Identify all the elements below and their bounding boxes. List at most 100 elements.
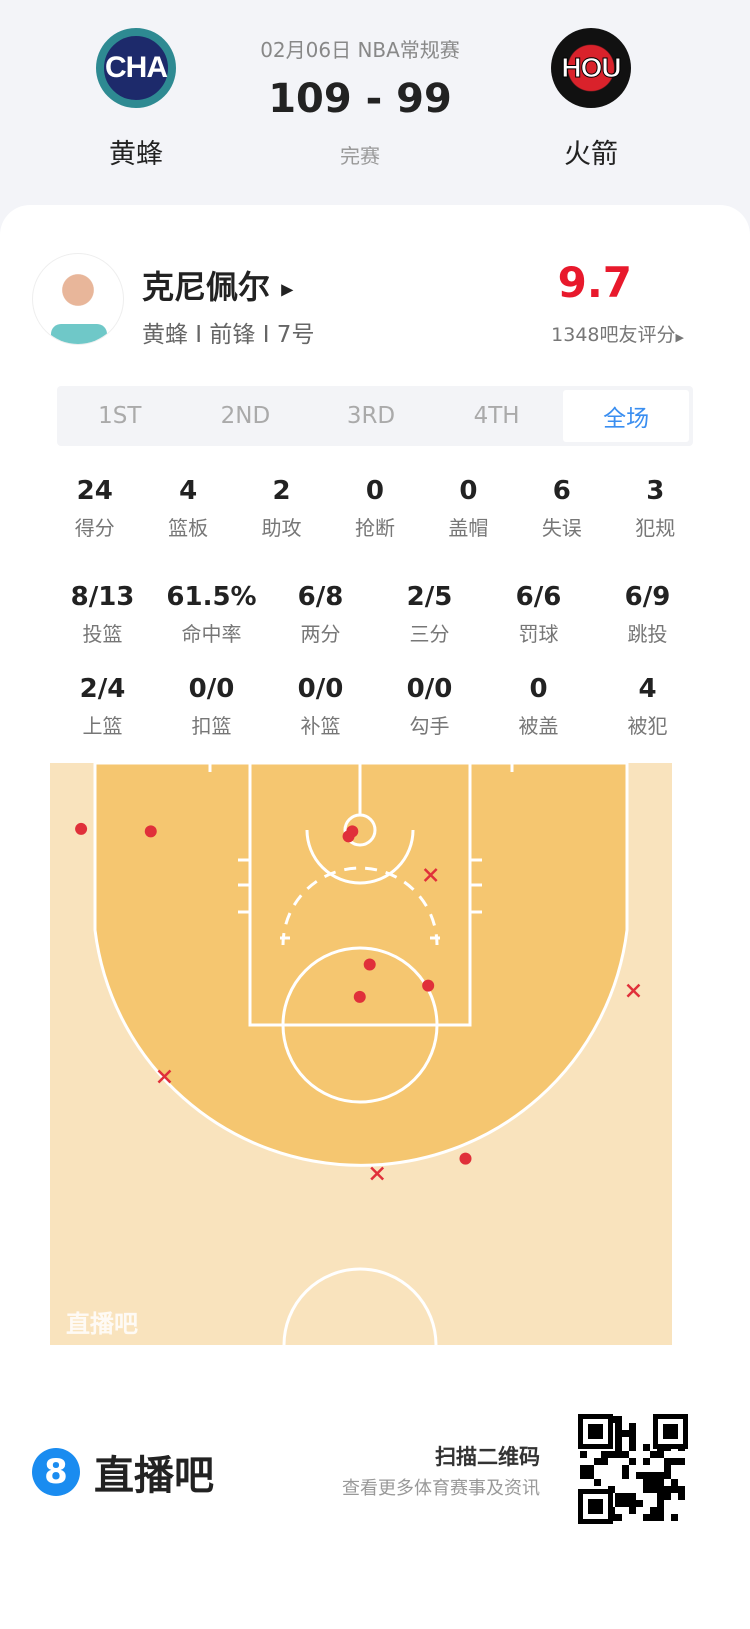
stat-value: 6/6: [515, 582, 562, 612]
paint: [248, 763, 472, 1027]
stat-label: 被犯: [627, 714, 668, 738]
stat-value: 8/13: [70, 582, 135, 612]
made-shot-marker: [353, 990, 366, 1003]
stat-value: 6/8: [297, 582, 344, 612]
qr-code[interactable]: [578, 1414, 688, 1524]
caret-right-icon: ▶: [281, 279, 294, 299]
player-rating: 9.7: [557, 258, 632, 307]
stat-value: 24: [76, 476, 113, 506]
stat-value: 0: [365, 476, 385, 506]
rating-count-link[interactable]: 1348吧友评分▶: [551, 320, 684, 347]
stat-label: 篮板: [168, 516, 209, 540]
stat-cell: 4 篮板: [141, 476, 234, 541]
stat-value: 0/0: [406, 674, 453, 704]
stat-value: 6: [552, 476, 571, 506]
stat-label: 勾手: [409, 714, 450, 738]
stat-value: 6/9: [624, 582, 671, 612]
stat-cell: 0 抢断: [328, 476, 421, 541]
restricted-area: [305, 829, 415, 885]
player-info: 黄蜂 I 前锋 I 7号: [142, 322, 315, 348]
stat-cell: 2/5 三分: [375, 582, 484, 647]
stat-cell: 6/8 两分: [266, 582, 375, 647]
made-shot-marker: [422, 979, 435, 992]
stat-label: 三分: [409, 622, 450, 646]
stats-row-3: 2/4 上篮 0/0 扣篮 0/0 补篮 0/0 勾手 0 被盖 4 被犯: [48, 674, 702, 739]
stat-cell: 2 助攻: [235, 476, 328, 541]
tab-全场[interactable]: 全场: [563, 390, 689, 442]
scan-qr-title: 扫描二维码: [435, 1445, 540, 1469]
missed-shot-marker: [626, 983, 641, 998]
stat-cell: 3 犯规: [609, 476, 702, 541]
home-team-name[interactable]: 黄蜂: [109, 139, 163, 170]
stats-row-2: 8/13 投篮 61.5% 命中率 6/8 两分 2/5 三分 6/6 罚球 6/9 跳投: [48, 582, 702, 647]
stat-value: 0: [529, 674, 548, 704]
missed-shot-marker: [370, 1166, 385, 1181]
stat-cell: 0/0 扣篮: [157, 674, 266, 739]
stat-label: 扣篮: [191, 714, 232, 738]
caret-right-icon: ▶: [675, 331, 684, 344]
made-shot-marker: [144, 825, 157, 838]
stat-cell: 0/0 勾手: [375, 674, 484, 739]
rating-count: 1348吧友评分: [551, 324, 676, 346]
stat-label: 跳投: [627, 622, 668, 646]
stat-label: 抢断: [354, 516, 395, 540]
stat-value: 0/0: [188, 674, 235, 704]
shot-chart: 直播吧: [50, 763, 672, 1345]
match-score: 109 - 99: [268, 76, 452, 122]
stat-cell: 0/0 补篮: [266, 674, 375, 739]
lane-marks: [238, 858, 482, 940]
stats-row-1: 24 得分 4 篮板 2 助攻 0 抢断 0 盖帽 6 失误 3 犯规: [48, 476, 702, 541]
missed-shot-marker: [157, 1069, 172, 1084]
missed-shot-marker: [423, 868, 438, 882]
scan-qr-subtitle: 查看更多体育赛事及资讯: [342, 1478, 540, 1499]
stat-label: 得分: [74, 516, 115, 540]
brand-logo: 8 直播吧: [32, 1443, 214, 1501]
free-throw-circle-bottom: [281, 946, 439, 1104]
made-shot-marker: [342, 830, 355, 843]
stat-label: 盖帽: [448, 516, 489, 540]
stat-value: 61.5%: [166, 582, 257, 612]
stat-cell: 8/13 投篮: [48, 582, 157, 647]
stat-value: 0/0: [297, 674, 344, 704]
made-shot-marker: [459, 1152, 472, 1165]
stat-label: 投篮: [82, 622, 123, 646]
period-tabs: 1ST 2ND 3RD 4TH 全场: [57, 386, 693, 446]
player-avatar[interactable]: [32, 253, 124, 345]
brand-name: 直播吧: [94, 1453, 214, 1499]
three-point-line: [93, 763, 629, 1167]
stat-value: 2/4: [79, 674, 126, 704]
stat-cell: 6 失误: [515, 476, 608, 541]
stat-cell: 4 被犯: [593, 674, 702, 739]
stat-cell: 61.5% 命中率: [157, 582, 266, 647]
stat-value: 2/5: [406, 582, 453, 612]
tab-4TH[interactable]: 4TH: [473, 403, 520, 429]
stat-cell: 2/4 上篮: [48, 674, 157, 739]
stat-label: 上篮: [82, 714, 123, 738]
stat-label: 罚球: [518, 622, 559, 646]
stat-cell: 24 得分: [48, 476, 141, 541]
home-team-logo[interactable]: CHA: [96, 28, 176, 108]
away-team-logo[interactable]: HOU: [551, 28, 631, 108]
player-name-text: 克尼佩尔: [142, 268, 271, 306]
stat-label: 助攻: [261, 516, 302, 540]
stat-cell: 6/6 罚球: [484, 582, 593, 647]
stat-label: 命中率: [181, 622, 242, 646]
tab-3RD[interactable]: 3RD: [346, 403, 396, 429]
away-team-name[interactable]: 火箭: [564, 139, 618, 170]
match-status: 完赛: [340, 144, 380, 168]
watermark: 直播吧: [66, 1310, 138, 1338]
stat-cell: 0 被盖: [484, 674, 593, 739]
player-name[interactable]: 克尼佩尔 ▶: [142, 262, 293, 308]
stat-value: 3: [646, 476, 665, 506]
stat-label: 失误: [541, 516, 582, 540]
made-shot-marker: [75, 822, 88, 835]
tab-1ST[interactable]: 1ST: [98, 403, 142, 429]
match-date-league: 02月06日 NBA常规赛: [260, 38, 460, 62]
center-circle: [282, 1267, 438, 1345]
stat-cell: 6/9 跳投: [593, 582, 702, 647]
stat-label: 犯规: [635, 516, 676, 540]
stat-value: 4: [638, 674, 657, 704]
stat-label: 两分: [300, 622, 341, 646]
tab-2ND[interactable]: 2ND: [220, 403, 271, 429]
stat-value: 4: [179, 476, 198, 506]
